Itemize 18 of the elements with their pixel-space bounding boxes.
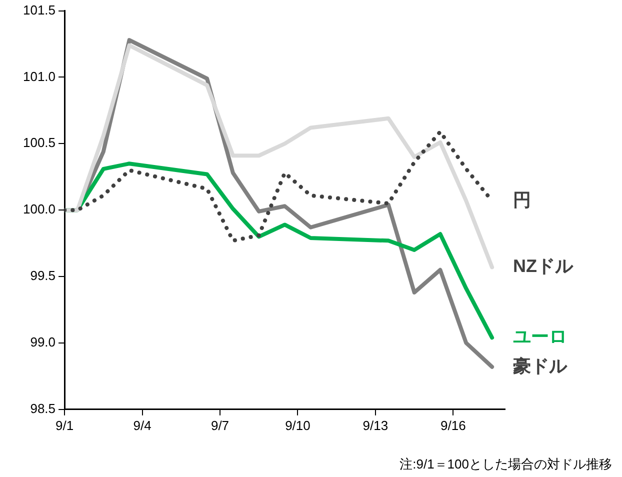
y-tick-label: 101.0: [22, 68, 56, 84]
y-tick-label: 99.5: [30, 268, 56, 284]
text: 注:9/1＝100とした場合の対ドル推移: [400, 456, 612, 472]
y-tick-label: 101.5: [22, 2, 56, 18]
y-tick-label: 99.0: [30, 334, 56, 350]
y-tick-label: 100.5: [22, 135, 56, 150]
y-tick-label: 100.0: [22, 202, 56, 217]
x-tick-label: 9/16: [440, 418, 466, 433]
series-label: 円: [513, 190, 531, 210]
x-tick-label: 9/10: [285, 418, 310, 433]
series-label: 豪ドル: [512, 356, 568, 376]
x-tick-label: 9/1: [55, 418, 74, 433]
x-tick-label: 9/13: [362, 418, 388, 433]
y-tick-label: 98.5: [30, 400, 56, 416]
x-tick-label: 9/4: [133, 418, 152, 433]
series-label: NZドル: [513, 256, 574, 276]
series-label: ユーロ: [513, 326, 567, 347]
x-tick-label: 9/7: [210, 418, 230, 433]
